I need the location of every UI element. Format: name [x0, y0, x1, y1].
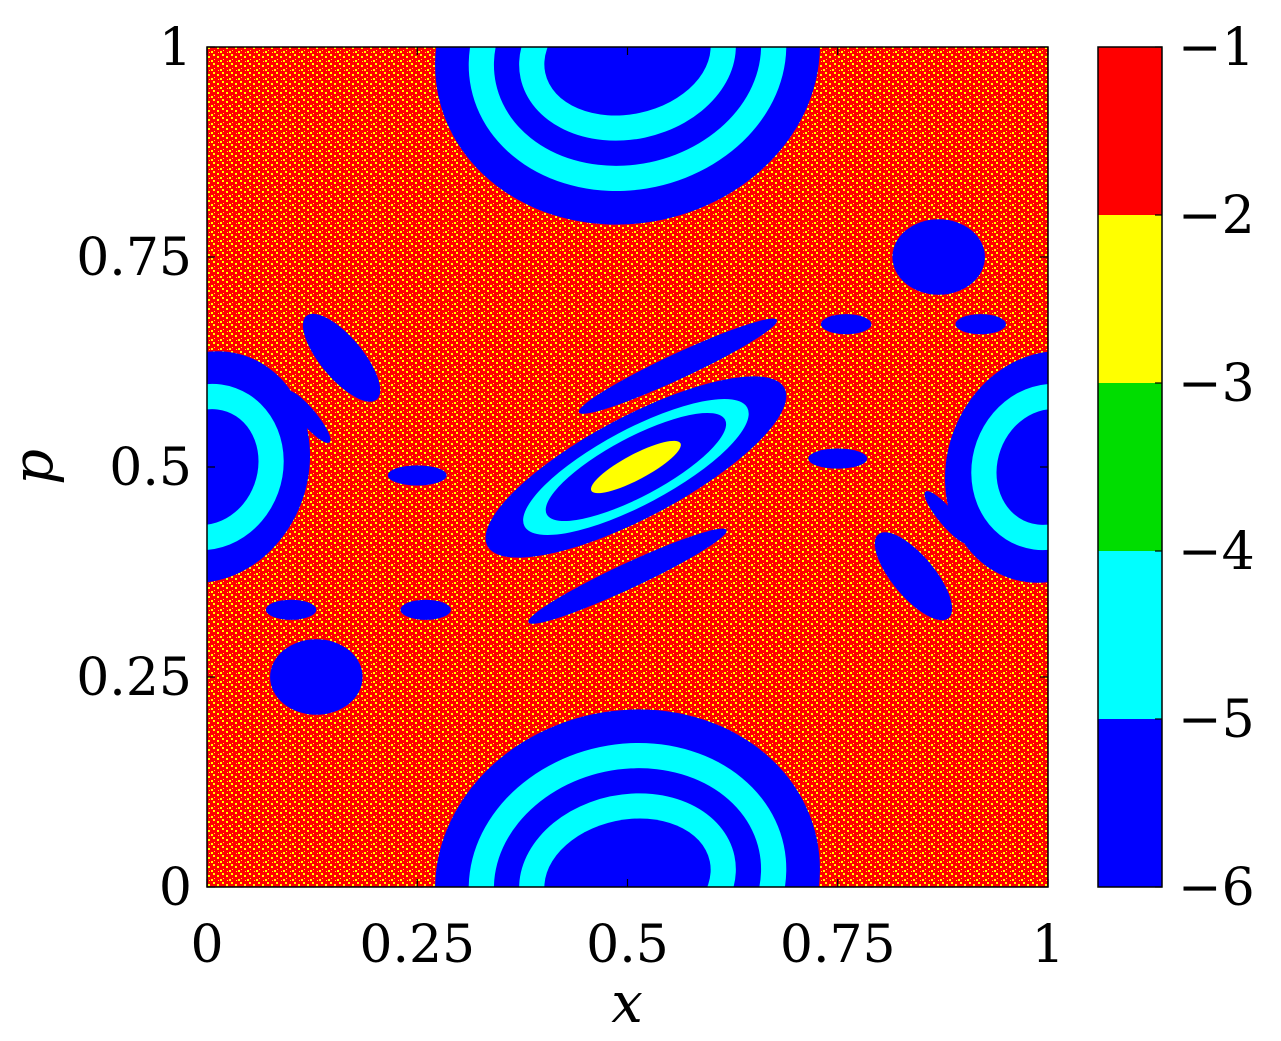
- heatmap-region: [270, 639, 363, 715]
- x-tick-label: 0.25: [359, 915, 475, 975]
- colorbar-band: [1098, 551, 1162, 719]
- colorbar-band: [1098, 719, 1162, 887]
- colorbar: −1 −2 −3 −4 −5 −6: [1097, 18, 1255, 918]
- heatmap-regions: [207, 47, 1048, 887]
- colorbar-tick-label: −5: [1178, 690, 1255, 750]
- x-tick-label: 0: [190, 915, 223, 975]
- y-tick-label: 0.75: [76, 228, 192, 288]
- x-axis-label: x: [611, 971, 643, 1036]
- heatmap-region: [265, 599, 317, 620]
- x-tick-label: 0.75: [780, 915, 896, 975]
- heatmap-region: [400, 599, 451, 620]
- colorbar-tick-label: −4: [1178, 522, 1255, 582]
- heatmap-region: [892, 219, 985, 295]
- x-tick-label: 0.5: [586, 915, 669, 975]
- colorbar-band: [1098, 215, 1162, 383]
- colorbar-tick-label: −1: [1178, 18, 1255, 78]
- heatmap-region: [578, 318, 778, 414]
- colorbar-frame: [1097, 46, 1163, 888]
- y-tick-label: 0: [159, 858, 192, 918]
- colorbar-tick-label: −3: [1178, 354, 1255, 414]
- heatmap-region: [820, 314, 872, 335]
- colorbar-tick-label: −2: [1178, 186, 1255, 246]
- y-axis-label: p: [1, 449, 66, 485]
- y-axis-ticks: 0 0.25 0.5 0.75 1: [76, 18, 1048, 918]
- y-tick-label: 1: [159, 18, 192, 78]
- heatmap-region: [528, 528, 727, 624]
- colorbar-band: [1098, 47, 1162, 215]
- heatmap-region: [955, 314, 1006, 335]
- x-tick-label: 1: [1031, 915, 1064, 975]
- heatmap-region: [924, 491, 970, 544]
- colorbar-tick-label: −6: [1178, 858, 1255, 918]
- heatmap-region: [874, 532, 953, 621]
- heatmap-region: [544, 47, 711, 116]
- heatmap-region: [302, 313, 381, 402]
- heatmap-region: [544, 818, 711, 887]
- heatmap-region: [387, 465, 447, 486]
- y-tick-label: 0.5: [109, 438, 192, 498]
- colorbar-band: [1098, 383, 1162, 551]
- y-tick-label: 0.25: [76, 648, 192, 708]
- colorbar-ticks: −1 −2 −3 −4 −5 −6: [1155, 18, 1255, 918]
- colorbar-bands: [1098, 47, 1162, 887]
- heatmap-region: [285, 390, 331, 443]
- heatmap-region: [808, 448, 868, 469]
- heatmap-region: [590, 440, 681, 494]
- x-axis-ticks: 0 0.25 0.5 0.75 1: [190, 47, 1065, 975]
- heatmap-plot-area: [207, 47, 1048, 887]
